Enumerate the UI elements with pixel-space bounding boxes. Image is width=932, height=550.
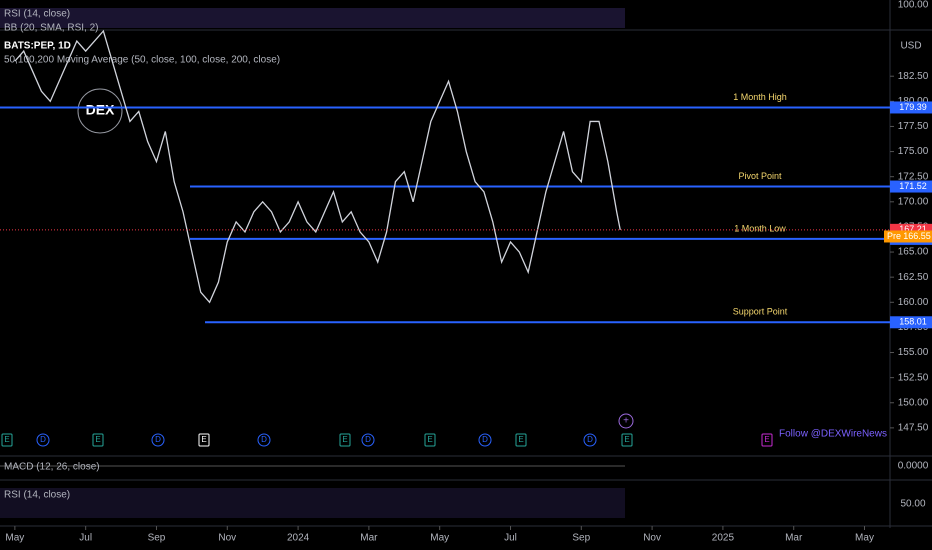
- follow-text: Follow @DEXWireNews: [779, 429, 887, 440]
- event-label: E: [624, 435, 629, 444]
- event-label: D: [482, 435, 488, 444]
- rsi-top-title: RSI (14, close): [4, 9, 70, 20]
- panel-label: 100.00: [898, 0, 929, 11]
- level-label: Pivot Point: [738, 171, 782, 181]
- panel-label: 0.0000: [898, 461, 929, 472]
- event-label: D: [587, 435, 593, 444]
- x-tick-label: Jul: [79, 533, 92, 544]
- add-icon-plus[interactable]: +: [623, 416, 629, 427]
- event-label: E: [95, 435, 100, 444]
- x-tick-label: Sep: [572, 533, 590, 544]
- x-tick-label: Mar: [785, 533, 803, 544]
- y-tick-label: 160.00: [898, 297, 929, 308]
- event-label: E: [201, 435, 206, 444]
- x-tick-label: May: [855, 533, 874, 544]
- bb-title: BB (20, SMA, RSI, 2): [4, 23, 98, 34]
- level-price: 171.52: [899, 181, 927, 191]
- event-label: D: [155, 435, 161, 444]
- event-label: E: [518, 435, 523, 444]
- level-label: Support Point: [733, 307, 788, 317]
- rsi-bottom-band: [0, 488, 625, 518]
- level-label: 1 Month High: [733, 92, 787, 102]
- symbol: BATS:PEP, 1D: [4, 41, 71, 52]
- y-tick-label: 182.50: [898, 71, 929, 82]
- event-icon: [151, 433, 165, 447]
- y-tick-label: 170.00: [898, 196, 929, 207]
- event-icon: [424, 433, 436, 447]
- pre-tag: Pre: [887, 231, 901, 241]
- last-price: 167.21: [899, 224, 927, 234]
- event-icon: [583, 433, 597, 447]
- currency: USD: [900, 41, 921, 52]
- event-label: E: [342, 435, 347, 444]
- y-tick-label: 162.50: [898, 272, 929, 283]
- x-tick-label: May: [430, 533, 449, 544]
- y-tick-label: 165.00: [898, 247, 929, 258]
- pre-box: [884, 230, 932, 243]
- y-tick-label: 175.00: [898, 146, 929, 157]
- logo-circle: [77, 88, 123, 134]
- level-price-box: [890, 316, 932, 329]
- rsi-top-band: [0, 8, 625, 28]
- x-tick-label: Jul: [504, 533, 517, 544]
- x-tick-label: May: [5, 533, 24, 544]
- event-icon: [361, 433, 375, 447]
- y-tick-label: 172.50: [898, 171, 929, 182]
- event-icon: [621, 433, 633, 447]
- y-tick-label: 147.50: [898, 423, 929, 434]
- event-label: E: [427, 435, 432, 444]
- event-icon: [1, 433, 13, 447]
- y-tick-label: 150.00: [898, 397, 929, 408]
- y-tick-label: 152.50: [898, 372, 929, 383]
- price-line: [14, 29, 621, 304]
- level-price: 179.39: [899, 102, 927, 112]
- x-tick-label: 2025: [712, 533, 735, 544]
- event-label: D: [40, 435, 46, 444]
- event-label: E: [764, 435, 769, 444]
- x-tick-label: Nov: [218, 533, 236, 544]
- event-icon: [92, 433, 104, 447]
- level-price: 158.01: [899, 317, 927, 327]
- x-tick-label: Nov: [643, 533, 661, 544]
- macd-title: MACD (12, 26, close): [4, 462, 100, 473]
- panel-label: 50.00: [900, 499, 925, 510]
- x-tick-label: 2024: [287, 533, 310, 544]
- event-label: D: [365, 435, 371, 444]
- level-price-box: [890, 180, 932, 193]
- event-label: E: [4, 435, 9, 444]
- y-tick-label: 177.50: [898, 121, 929, 132]
- x-tick-label: Sep: [148, 533, 166, 544]
- event-label: D: [261, 435, 267, 444]
- event-icon: [36, 433, 50, 447]
- event-icon: [257, 433, 271, 447]
- event-icon: [339, 433, 351, 447]
- event-icon: [198, 433, 210, 447]
- event-icon: [478, 433, 492, 447]
- event-icon: [515, 433, 527, 447]
- logo: DEX: [86, 102, 115, 118]
- event-icon: [761, 433, 773, 447]
- pre-price: 166.55: [903, 231, 931, 241]
- add-icon[interactable]: [618, 413, 634, 429]
- ma-title: 50,100,200 Moving Average (50, close, 10…: [4, 55, 280, 66]
- x-tick-label: Mar: [360, 533, 378, 544]
- level-label: 1 Month Low: [734, 223, 786, 233]
- rsi-bottom-title: RSI (14, close): [4, 490, 70, 501]
- y-tick-label: 155.00: [898, 347, 929, 358]
- level-price-box: [890, 101, 932, 114]
